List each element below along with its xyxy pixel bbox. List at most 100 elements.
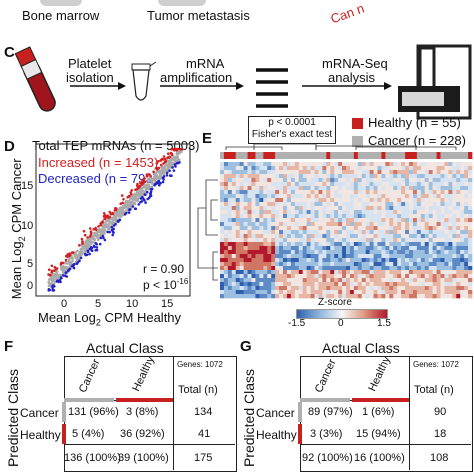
heatmap-cell bbox=[227, 270, 233, 275]
heatmap-cell bbox=[377, 190, 382, 195]
class-bar-segment bbox=[306, 152, 311, 159]
heatmap-cell bbox=[334, 186, 339, 191]
scatter-point bbox=[107, 223, 110, 226]
heatmap-cell bbox=[334, 162, 339, 167]
scatter-point bbox=[102, 228, 106, 231]
heatmap-cell bbox=[460, 178, 465, 183]
heatmap-cell bbox=[255, 242, 260, 247]
heatmap-cell bbox=[338, 286, 343, 291]
heatmap-cell bbox=[464, 222, 469, 227]
scatter-point bbox=[107, 219, 111, 223]
heatmap-cell bbox=[444, 210, 449, 215]
heatmap-cell bbox=[231, 178, 237, 183]
heatmap-cell bbox=[452, 242, 457, 247]
heatmap-cell bbox=[247, 178, 252, 183]
heatmap-cell bbox=[448, 174, 453, 179]
heatmap-cell bbox=[452, 206, 457, 211]
sequencer-icon bbox=[398, 44, 472, 120]
heatmap-cell bbox=[283, 250, 288, 255]
heatmap-cell bbox=[416, 238, 422, 243]
heatmap-cell bbox=[338, 270, 343, 275]
heatmap-cell bbox=[373, 210, 378, 215]
heatmap-cell bbox=[440, 290, 445, 295]
heatmap-cell bbox=[440, 278, 445, 283]
heatmap-cell bbox=[259, 234, 264, 239]
heatmap-cell bbox=[275, 186, 280, 191]
heatmap-cell bbox=[373, 286, 378, 291]
heatmap-cell bbox=[306, 166, 311, 171]
scatter-point bbox=[108, 230, 111, 234]
heatmap-cell bbox=[334, 266, 339, 271]
heatmap-cell bbox=[275, 246, 280, 251]
heatmap-cell bbox=[385, 270, 390, 275]
heatmap-cell bbox=[401, 266, 406, 271]
heatmap-cell bbox=[259, 230, 264, 235]
scatter-point bbox=[160, 163, 163, 167]
heatmap-cell bbox=[318, 186, 323, 191]
heatmap-cell bbox=[255, 274, 260, 279]
heatmap-cell bbox=[424, 282, 429, 287]
heatmap-cell bbox=[243, 254, 248, 259]
heatmap-cell bbox=[330, 266, 335, 271]
heatmap-cell bbox=[322, 166, 327, 171]
heatmap-cell bbox=[263, 178, 268, 183]
heatmap-cell bbox=[239, 198, 244, 203]
heatmap-cell bbox=[220, 190, 225, 195]
heatmap-cell bbox=[397, 178, 402, 183]
heatmap-cell bbox=[424, 174, 429, 179]
heatmap-cell bbox=[365, 202, 370, 207]
heatmap-cell bbox=[271, 278, 276, 283]
scatter-point bbox=[165, 174, 169, 177]
heatmap-cell bbox=[318, 254, 323, 259]
eppendorf-tube-icon bbox=[131, 61, 157, 101]
heatmap-cell bbox=[251, 226, 256, 231]
heatmap-cell bbox=[326, 174, 331, 179]
heatmap-cell bbox=[452, 286, 457, 291]
heatmap-cell bbox=[349, 282, 355, 287]
heatmap-cell bbox=[223, 230, 229, 235]
class-bar-segment bbox=[223, 152, 229, 159]
heatmap-cell bbox=[267, 218, 272, 223]
heatmap-cell bbox=[275, 282, 280, 287]
heatmap-cell bbox=[302, 238, 307, 243]
heatmap-cell bbox=[227, 262, 233, 267]
heatmap-cell bbox=[349, 270, 355, 275]
scatter-point bbox=[170, 161, 173, 164]
heatmap-cell bbox=[255, 230, 260, 235]
heatmap-cell bbox=[357, 270, 363, 275]
heatmap-cell bbox=[220, 226, 225, 231]
heatmap-cell bbox=[326, 282, 331, 287]
heatmap-cell bbox=[428, 258, 433, 263]
heatmap-cell bbox=[302, 250, 307, 255]
heatmap-cell bbox=[275, 262, 280, 267]
heatmap-cell bbox=[377, 202, 382, 207]
heatmap-cell bbox=[365, 198, 370, 203]
heatmap-cell bbox=[314, 166, 319, 171]
heatmap-cell bbox=[428, 230, 433, 235]
heatmap-cell bbox=[235, 274, 240, 279]
heatmap-cell bbox=[334, 286, 339, 291]
heatmap-cell bbox=[243, 250, 248, 255]
heatmap-cell bbox=[468, 262, 473, 267]
heatmap-cell bbox=[334, 270, 339, 275]
heatmap-cell bbox=[330, 250, 335, 255]
heatmap-cell bbox=[448, 230, 453, 235]
heatmap-cell bbox=[314, 206, 319, 211]
heatmap-cell bbox=[220, 218, 225, 223]
heatmap-cell bbox=[247, 238, 252, 243]
heatmap-cell bbox=[405, 222, 410, 227]
total-header: Total (n) bbox=[414, 384, 454, 396]
heatmap-cell bbox=[294, 290, 300, 295]
heatmap-cell bbox=[243, 194, 248, 199]
xtick-15: 15 bbox=[161, 298, 174, 310]
heatmap-cell bbox=[306, 182, 311, 187]
heatmap-cell bbox=[448, 206, 453, 211]
heatmap-cell bbox=[436, 198, 441, 203]
heatmap-cell bbox=[420, 266, 426, 271]
heatmap-cell bbox=[353, 278, 359, 283]
heatmap-cell bbox=[357, 266, 363, 271]
heatmap-cell bbox=[432, 174, 437, 179]
heatmap-cell bbox=[452, 166, 457, 171]
heatmap-cell bbox=[302, 234, 307, 239]
heatmap-cell bbox=[302, 214, 307, 219]
